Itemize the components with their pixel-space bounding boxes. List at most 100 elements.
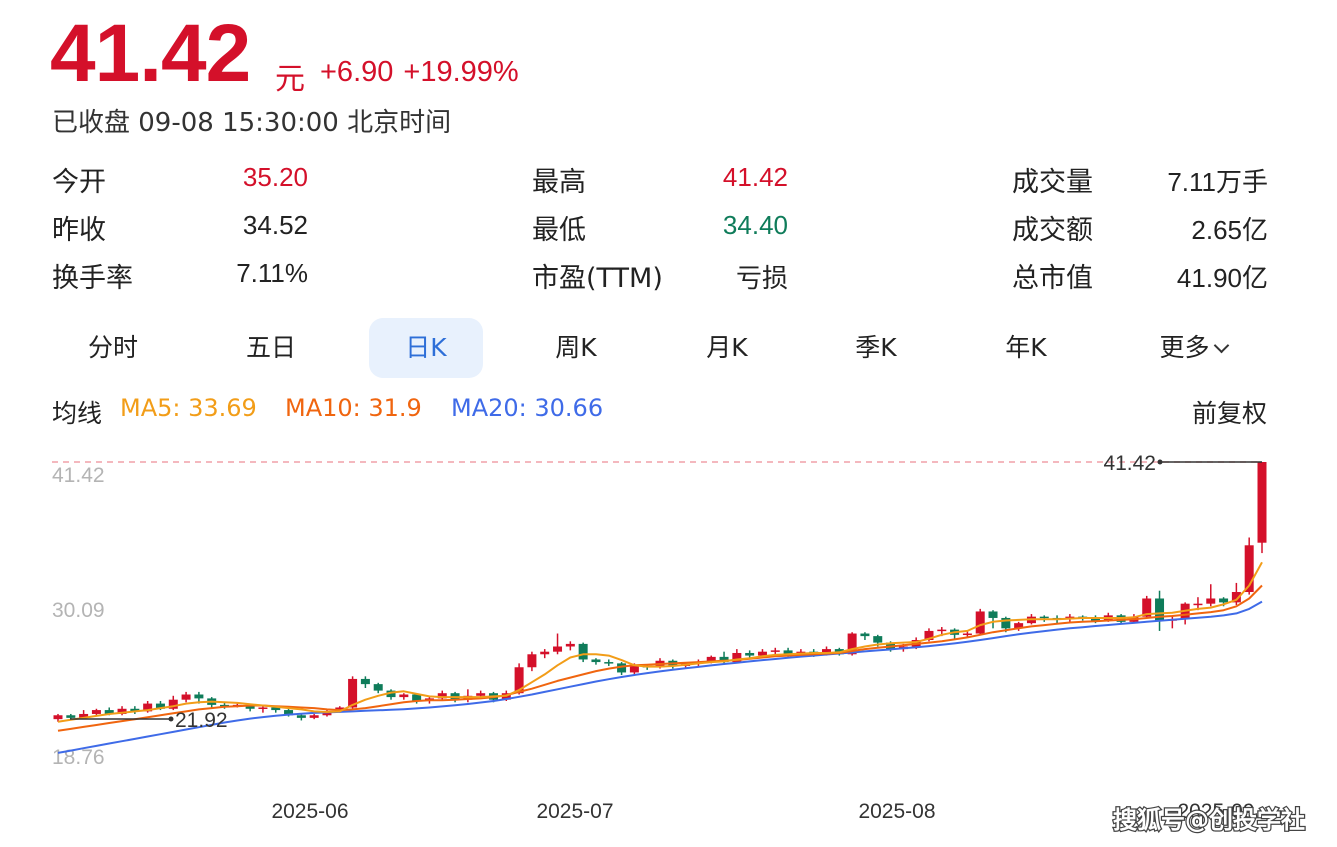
candle-body: [706, 656, 716, 663]
stat-value-pe-ttm: 亏损: [735, 263, 788, 293]
stat-label-volume: 成交量: [1012, 167, 1093, 198]
candle-body: [757, 651, 767, 656]
min-price-label: 21.92: [175, 709, 228, 732]
candle-body: [194, 694, 204, 699]
stat-label-open: 今开: [52, 167, 106, 198]
max-price-label: 41.42: [1103, 452, 1156, 475]
ma10-value: MA10: 31.9: [285, 394, 422, 422]
ma20-line: [57, 600, 1263, 754]
candle-body: [975, 611, 985, 634]
candle-body: [514, 667, 524, 694]
candle-body: [1039, 616, 1049, 619]
price-change: +6.90 +19.99%: [320, 56, 519, 89]
candle-body: [822, 649, 832, 655]
tab-monthly-k[interactable]: 月K: [706, 333, 748, 362]
x-tick-sep: 2025-09: [1177, 800, 1254, 823]
y-tick-mid: 30.09: [52, 599, 105, 622]
candle-body: [284, 710, 294, 716]
adjust-mode-button[interactable]: 前复权: [1191, 399, 1267, 428]
market-status: 已收盘 09-08 15:30:00 北京时间: [52, 108, 452, 138]
min-marker-dot: [168, 716, 174, 722]
candle-body: [79, 713, 89, 718]
ma10-line: [57, 584, 1263, 732]
candle-body: [873, 636, 883, 643]
tab-daily-k[interactable]: 日K: [369, 318, 483, 378]
candle-body: [1155, 598, 1165, 621]
candle-body: [770, 650, 780, 652]
candle-body: [732, 652, 742, 663]
candle-body: [937, 629, 947, 632]
stat-label-high: 最高: [532, 167, 586, 198]
candle-body: [1193, 603, 1203, 606]
candle-body: [1001, 617, 1011, 629]
stat-label-turnover: 成交额: [1012, 215, 1093, 246]
stat-value-high: 41.42: [722, 162, 788, 192]
candle-body: [1206, 598, 1216, 604]
candle-body: [1219, 598, 1229, 603]
candle-body: [66, 715, 76, 718]
candle-body: [399, 694, 409, 698]
candle-body: [309, 715, 319, 718]
candle-body: [783, 650, 793, 655]
candle-body: [719, 656, 729, 663]
candle-body: [527, 654, 537, 668]
candle-body: [91, 710, 101, 714]
max-marker-dot: [1157, 459, 1163, 465]
candle-body: [386, 690, 396, 698]
candle-body: [130, 708, 140, 712]
candle-body: [258, 707, 268, 709]
stat-label-low: 最低: [532, 215, 586, 246]
x-tick-jul: 2025-07: [536, 800, 613, 823]
tab-yearly-k[interactable]: 年K: [1005, 333, 1047, 362]
stat-label-pe-ttm: 市盈(TTM): [532, 263, 663, 294]
candle-body: [860, 633, 870, 637]
candle-body: [437, 693, 447, 699]
candle-body: [155, 703, 165, 709]
ma20-value: MA20: 30.66: [451, 394, 604, 422]
candle-body: [271, 707, 281, 711]
candle-body: [553, 646, 563, 652]
stat-value-turnover-rate: 7.11%: [236, 258, 308, 288]
stat-label-turnover-rate: 换手率: [52, 263, 133, 294]
candle-body: [220, 704, 230, 707]
candle-body: [617, 663, 627, 673]
stat-value-prev-close: 34.52: [242, 210, 308, 240]
candle-body: [540, 651, 550, 655]
last-price: 41.42: [50, 8, 251, 99]
candle-body: [1231, 592, 1241, 603]
candle-body: [168, 699, 178, 709]
candle-body: [476, 693, 486, 696]
tab-more[interactable]: 更多: [1138, 318, 1248, 378]
price-unit: 元: [275, 62, 305, 97]
change-amount: +6.90: [320, 56, 394, 88]
stat-label-prev-close: 昨收: [52, 215, 106, 246]
y-tick-top: 41.42: [52, 464, 105, 487]
candle-body: [245, 704, 255, 709]
tab-intraday[interactable]: 分时: [87, 333, 138, 362]
candle-body: [117, 708, 127, 714]
tab-quarterly-k[interactable]: 季K: [855, 333, 897, 362]
candle-body: [373, 684, 383, 691]
candle-body: [348, 678, 358, 708]
x-tick-jun: 2025-06: [271, 800, 348, 823]
ma-lines-group: [57, 561, 1263, 754]
tab-weekly-k[interactable]: 周K: [555, 333, 597, 362]
candle-body: [1142, 598, 1152, 617]
candle-body: [988, 611, 998, 618]
x-tick-aug: 2025-08: [858, 800, 935, 823]
candle-body: [296, 715, 306, 718]
ma-label: 均线: [52, 399, 103, 428]
period-tabs: 分时 五日 日K 周K 月K 季K 年K 更多: [0, 318, 1337, 380]
candle-body: [578, 643, 588, 660]
candle-body: [565, 643, 575, 647]
candles-group: [53, 462, 1267, 722]
candle-body: [591, 659, 601, 663]
candle-body: [962, 633, 972, 636]
candle-body: [53, 715, 63, 720]
candle-body: [412, 694, 422, 701]
stat-label-market-cap: 总市值: [1012, 263, 1093, 294]
tab-five-day[interactable]: 五日: [245, 333, 296, 362]
tab-more-label: 更多: [1159, 333, 1210, 362]
watermark: 搜狐号@创投学社: [1113, 806, 1305, 834]
